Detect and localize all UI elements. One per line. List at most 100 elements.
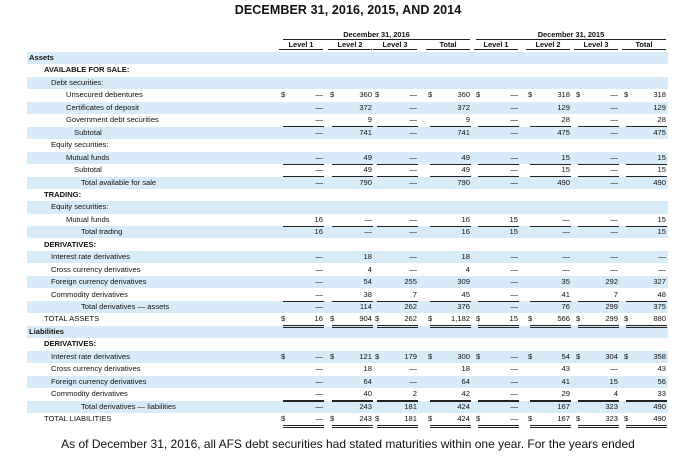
row-label: TOTAL LIABILITIES <box>44 414 112 424</box>
row-label: Interest rate derivatives <box>51 252 130 262</box>
table-cell: 490 <box>557 177 570 187</box>
rule-line <box>430 425 471 426</box>
dollar-sign: $ <box>576 90 581 100</box>
table-cell: 4 <box>613 389 618 399</box>
dollar-sign: $ <box>375 414 380 424</box>
table-cell: — <box>510 264 518 274</box>
rule-line <box>530 325 571 327</box>
table-cell: — <box>510 289 518 299</box>
table-cell: — <box>409 152 417 162</box>
row-band <box>27 338 668 351</box>
table-cell: 904 <box>359 314 372 324</box>
row-label: Total available for sale <box>81 177 157 187</box>
rule-line <box>626 225 667 227</box>
dollar-sign: $ <box>281 90 286 100</box>
table-cell: — <box>409 376 417 386</box>
row-label: Total derivatives — liabilities <box>81 401 176 411</box>
table-cell: 28 <box>561 115 570 125</box>
row-band <box>27 114 668 127</box>
column-header: Total <box>622 40 666 50</box>
table-cell: 741 <box>457 127 470 137</box>
row-label: Mutual funds <box>66 152 110 162</box>
rule-line <box>430 176 471 177</box>
table-cell: 372 <box>359 102 372 112</box>
table-cell: 129 <box>653 102 666 112</box>
rule-line <box>478 325 519 327</box>
table-cell: 262 <box>404 314 417 324</box>
table-cell: — <box>610 177 618 187</box>
table-row: Mutual funds — 49 — 49 — 15 — 15 <box>27 152 668 164</box>
rule-line <box>578 301 619 302</box>
table-row: Interest rate derivatives — $121 $179 $300 $ —… <box>27 351 668 363</box>
rule-line <box>332 425 373 426</box>
table-cell: — <box>610 264 618 274</box>
dollar-sign: $ <box>428 90 433 100</box>
rule-line <box>626 176 667 177</box>
table-cell: — <box>510 389 518 399</box>
table-cell: 64 <box>461 376 470 386</box>
table-cell: 41 <box>561 289 570 299</box>
table-cell: 299 <box>605 302 618 311</box>
table-cell: 2 <box>412 389 417 399</box>
table-cell: 49 <box>363 165 372 175</box>
row-label: Government debt securities <box>66 115 159 125</box>
rule-line <box>478 301 519 302</box>
dollar-sign: $ <box>375 314 380 324</box>
table-cell: 35 <box>561 277 570 287</box>
dollar-sign: $ <box>281 314 286 324</box>
rule-line <box>430 400 471 402</box>
table-cell: — <box>364 214 372 224</box>
rule-line <box>283 425 324 426</box>
row-band <box>27 213 668 227</box>
row-band <box>27 363 668 376</box>
table-cell: 64 <box>363 376 372 386</box>
row-band <box>27 288 668 301</box>
table-cell: 129 <box>557 102 570 112</box>
table-cell: — <box>510 302 518 311</box>
rule-line <box>626 126 667 128</box>
rule-line <box>626 164 667 166</box>
rule-line <box>332 225 373 227</box>
rule-line <box>530 327 571 329</box>
table-cell: — <box>315 376 323 386</box>
rule-line <box>377 327 418 329</box>
table-row: Interest rate derivatives — 18 — 18 — — — — <box>27 251 668 263</box>
rule-line <box>332 427 373 428</box>
table-cell: 15 <box>657 165 666 175</box>
dollar-sign: $ <box>428 414 433 424</box>
table-cell: 181 <box>404 414 417 424</box>
table-cell: — <box>315 389 323 399</box>
table-cell: 41 <box>561 376 570 386</box>
table-cell: 18 <box>363 364 372 374</box>
table-cell: — <box>409 177 417 187</box>
rule-line <box>530 427 571 428</box>
rule-line <box>332 301 373 302</box>
table-cell: 40 <box>363 389 372 399</box>
table-row: Liabilities <box>27 326 668 338</box>
rule-line <box>626 325 667 327</box>
table-cell: 15 <box>657 227 666 237</box>
rule-line <box>578 164 619 166</box>
table-cell: — <box>562 252 570 262</box>
table-cell: 243 <box>359 414 372 424</box>
rule-line <box>578 427 619 428</box>
table-cell: 375 <box>653 302 666 311</box>
rule-line <box>283 327 324 329</box>
table-cell: 323 <box>605 414 618 424</box>
table-cell: 15 <box>657 214 666 224</box>
table-cell: — <box>562 264 570 274</box>
table-cell: — <box>510 102 518 112</box>
table-cell: — <box>510 277 518 287</box>
table-row: Mutual funds 16 — — 16 15 — — 15 <box>27 214 668 226</box>
table-cell: 7 <box>613 289 618 299</box>
table-cell: — <box>409 90 417 100</box>
table-row: Assets <box>27 52 668 64</box>
row-band <box>27 388 668 401</box>
rule-line <box>377 126 418 128</box>
rule-line <box>283 225 324 227</box>
group-header: December 31, 2015 <box>476 30 666 40</box>
dollar-sign: $ <box>576 414 581 424</box>
row-label: AVAILABLE FOR SALE: <box>44 65 130 75</box>
table-cell: 300 <box>457 351 470 361</box>
table-cell: 15 <box>509 214 518 224</box>
